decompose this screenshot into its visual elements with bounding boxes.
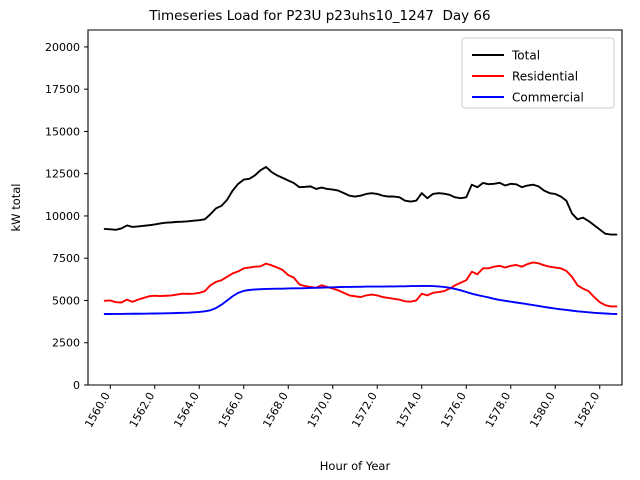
y-tick-label: 0 — [73, 379, 80, 392]
axes-frame — [87, 29, 623, 386]
y-axis-label: kW total — [9, 184, 23, 232]
legend-label-residential: Residential — [512, 70, 578, 84]
x-tick-label: 1564.0 — [171, 390, 202, 430]
series-line-residential — [103, 261, 618, 308]
x-tick-label: 1580.0 — [527, 390, 558, 430]
legend-group: Total Residential Commercial — [461, 37, 615, 109]
y-tick-label: 7500 — [52, 252, 80, 265]
x-tick-label: 1570.0 — [305, 390, 336, 430]
x-tick-label: 1568.0 — [260, 390, 291, 430]
y-tick-label: 12500 — [45, 168, 80, 181]
y-tick-label: 10000 — [45, 210, 80, 223]
y-tick-label: 2500 — [52, 337, 80, 350]
x-tick-label: 1572.0 — [349, 390, 380, 430]
x-tick-label: 1566.0 — [216, 390, 247, 430]
y-tick-label: 5000 — [52, 294, 80, 307]
x-axis-label: Hour of Year — [320, 459, 391, 473]
x-tick-label: 1560.0 — [82, 390, 113, 430]
series-group — [103, 165, 618, 315]
x-tick-label: 1576.0 — [438, 390, 469, 430]
legend-label-total: Total — [511, 49, 540, 63]
x-tick-label: 1562.0 — [127, 390, 158, 430]
y-tick-label: 17500 — [45, 83, 80, 96]
y-tick-label: 15000 — [45, 125, 80, 138]
series-line-commercial — [103, 284, 618, 315]
x-tick-label: 1578.0 — [483, 390, 514, 430]
series-line-total — [103, 165, 618, 236]
legend-label-commercial: Commercial — [512, 91, 584, 105]
y-tick-label: 20000 — [45, 41, 80, 54]
x-tick-label: 1574.0 — [394, 390, 425, 430]
x-tick-label: 1582.0 — [572, 390, 603, 430]
chart-title: Timeseries Load for P23U p23uhs10_1247 D… — [149, 8, 491, 24]
